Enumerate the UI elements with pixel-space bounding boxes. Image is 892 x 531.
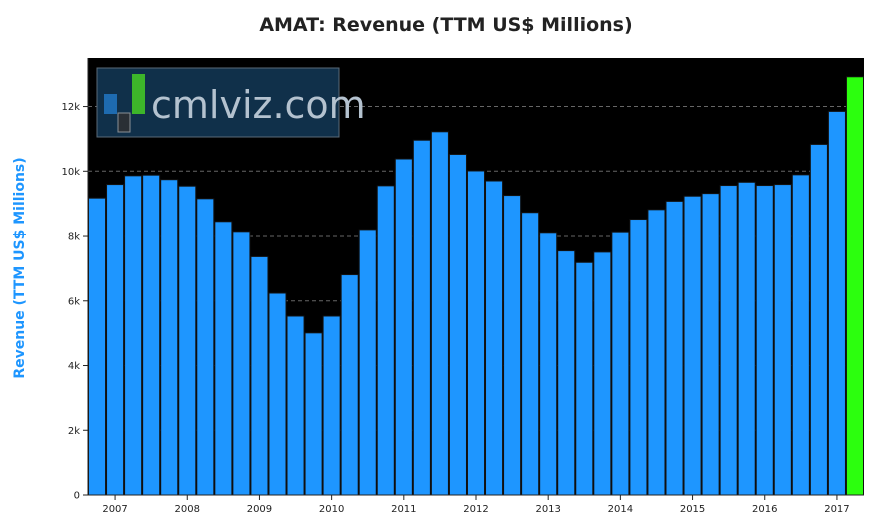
bar [340, 274, 359, 496]
bar [196, 198, 215, 496]
axes: 0 2k 4k 6k 8k 10k 12k 2007 2008 2009 2010 2011 2012 2… [61, 58, 864, 515]
bar [106, 184, 125, 496]
bar [448, 153, 467, 496]
bar [160, 179, 179, 496]
bar [322, 315, 341, 496]
logo-text: cmlviz.com [151, 83, 366, 127]
bars [88, 76, 865, 496]
bar [683, 195, 702, 496]
bar [268, 292, 287, 496]
y-tick-label: 8k [68, 232, 80, 243]
bar [214, 221, 233, 496]
x-tick-label: 2008 [175, 504, 200, 515]
logo-bar-green [132, 74, 145, 114]
bar [719, 185, 738, 496]
bar [485, 180, 504, 496]
bar [701, 193, 720, 496]
bar [178, 185, 197, 496]
y-tick-label: 6k [68, 296, 80, 307]
bar [376, 185, 395, 496]
x-tick-label: 2009 [247, 504, 272, 515]
bar [124, 175, 143, 496]
bar [466, 170, 486, 496]
bar [539, 232, 558, 496]
bar [611, 231, 630, 496]
bar [755, 185, 774, 496]
bar [394, 158, 413, 496]
logo-bar-blue [104, 94, 117, 114]
bar [358, 229, 377, 496]
bar [665, 200, 684, 496]
bar [88, 197, 107, 496]
bar-latest [845, 76, 865, 496]
bar [737, 181, 756, 496]
bar [557, 250, 576, 496]
bar [142, 174, 161, 496]
bar [827, 110, 846, 496]
x-tick-label: 2013 [535, 504, 560, 515]
bar [791, 174, 810, 496]
x-tick-label: 2012 [463, 504, 488, 515]
bar [430, 131, 449, 496]
x-tick-label: 2010 [319, 504, 344, 515]
bar [773, 184, 792, 496]
bar [593, 251, 612, 496]
y-tick-label: 4k [68, 361, 80, 372]
x-tick-label: 2017 [824, 504, 849, 515]
logo-bar-dark [117, 112, 131, 133]
bar [232, 231, 251, 496]
bar [503, 195, 522, 496]
bar [521, 212, 540, 496]
y-tick-label: 2k [68, 426, 80, 437]
y-tick-label: 12k [61, 102, 80, 113]
bar [412, 139, 431, 496]
x-tick-label: 2016 [752, 504, 777, 515]
bar [250, 255, 269, 496]
x-tick-label: 2014 [608, 504, 633, 515]
bar [629, 219, 648, 496]
chart-title: AMAT: Revenue (TTM US$ Millions) [259, 14, 633, 36]
x-tick-label: 2011 [391, 504, 416, 515]
y-tick-label: 10k [61, 167, 80, 178]
x-tick-label: 2015 [680, 504, 705, 515]
bar [304, 332, 323, 496]
y-tick-label: 0 [74, 491, 80, 502]
bar [647, 209, 666, 496]
bar [809, 143, 828, 496]
bar [575, 261, 594, 496]
y-axis-label: Revenue (TTM US$ Millions) [12, 157, 28, 378]
bar [286, 315, 305, 496]
cmlviz-logo: cmlviz.com [96, 67, 366, 138]
x-tick-label: 2007 [102, 504, 127, 515]
